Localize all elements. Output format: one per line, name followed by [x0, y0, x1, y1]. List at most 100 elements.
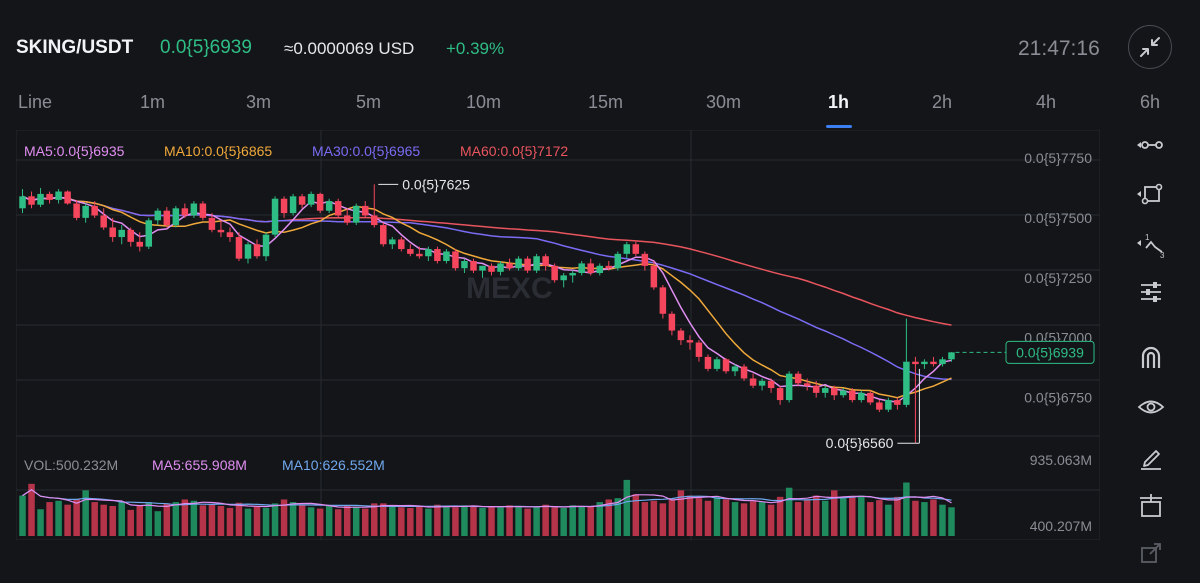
candle-body	[470, 261, 477, 271]
tab-10m[interactable]: 10m	[466, 92, 502, 112]
volume-bar	[488, 506, 495, 536]
candle-body	[912, 361, 919, 365]
indicators-icon	[1141, 282, 1161, 302]
tab-30m[interactable]: 30m	[706, 92, 742, 112]
y-tick-label: 0.0{5}7250	[1024, 270, 1092, 286]
volume-bar	[614, 498, 622, 536]
volume-bar	[578, 505, 585, 536]
volume-bar	[569, 505, 576, 536]
candle-body	[587, 263, 594, 274]
volume-bar	[307, 507, 315, 536]
candle-body	[172, 208, 180, 226]
draw-tool[interactable]	[1136, 441, 1166, 471]
candle-body	[885, 400, 892, 410]
horizontal-line-tool[interactable]	[1136, 130, 1166, 160]
volume-bar	[749, 501, 757, 536]
volume-bar	[812, 495, 820, 536]
candle-body	[244, 244, 252, 259]
candle-body	[551, 265, 558, 281]
volume-bar	[325, 505, 333, 536]
last-price: 0.0{5}6939	[160, 37, 252, 58]
x-tick-label: 07-11 22:00	[654, 537, 728, 540]
volume-bar	[560, 507, 567, 536]
candlestick-chart[interactable]: MEXC 0.0{5}7750 0.0{5}7500 0.0{5}7250 0.0{5}…	[16, 130, 1100, 540]
candle-body	[226, 232, 234, 238]
volume-bar	[425, 508, 432, 536]
visibility-tool[interactable]	[1136, 392, 1166, 422]
ma-legend-3: MA60:0.0{5}7172	[460, 143, 568, 159]
candle-body	[298, 196, 306, 205]
candle-body	[677, 330, 685, 341]
volume-bar	[64, 504, 71, 536]
candle-body	[154, 210, 162, 221]
volume-bar	[533, 506, 540, 536]
template-tool[interactable]	[1136, 490, 1166, 520]
tab-15m[interactable]: 15m	[588, 92, 624, 112]
tab-line[interactable]: Line	[18, 92, 53, 112]
fibonacci-tool[interactable]: 1 3	[1136, 228, 1166, 258]
tab-1m[interactable]: 1m	[140, 92, 166, 112]
volume-bar	[100, 504, 107, 536]
candle-body	[578, 263, 585, 274]
volume-bar	[470, 505, 477, 536]
volume-bar	[398, 507, 405, 536]
tab-1h[interactable]: 1h	[828, 92, 850, 112]
collapse-button[interactable]	[1128, 25, 1172, 69]
candle-body	[443, 251, 450, 262]
candle-body	[19, 196, 26, 209]
candle-body	[605, 265, 613, 269]
indicators-tool[interactable]	[1136, 277, 1166, 307]
candle-body	[325, 201, 333, 211]
volume-bar	[506, 505, 513, 536]
volume-ma10-label: MA10:626.552M	[282, 457, 385, 473]
volume-bar	[903, 482, 910, 536]
candle-body	[46, 193, 53, 200]
volume-bar	[542, 504, 549, 536]
candle-body	[731, 366, 739, 372]
volume-bar	[794, 502, 802, 536]
template-icon	[1140, 494, 1162, 517]
candle-body	[812, 385, 820, 393]
candle-body	[163, 210, 171, 226]
volume-bar	[73, 499, 80, 536]
volume-bar	[849, 496, 856, 536]
horizontal-line-icon	[1137, 141, 1163, 149]
candle-body	[668, 313, 676, 331]
volume-bar	[858, 495, 865, 536]
volume-bar	[479, 507, 486, 536]
trading-pair[interactable]: SKING/USDT	[16, 37, 134, 58]
candle-body	[704, 356, 712, 369]
volume-bar	[939, 504, 946, 536]
chart-border	[16, 130, 1100, 540]
volume-bar	[668, 499, 676, 536]
volume-bar	[885, 504, 892, 536]
rectangle-tool[interactable]	[1136, 179, 1166, 209]
volume-bar	[524, 508, 531, 536]
rectangle-icon	[1137, 183, 1163, 205]
candle-body	[289, 196, 297, 214]
share-tool[interactable]	[1136, 538, 1166, 568]
tab-5m[interactable]: 5m	[356, 92, 382, 112]
tab-3m[interactable]: 3m	[246, 92, 272, 112]
candle-body	[28, 196, 35, 205]
candle-body	[533, 256, 540, 271]
candle-body	[794, 373, 802, 384]
volume-bar	[127, 509, 134, 536]
volume-bar	[740, 503, 748, 536]
volume-bar	[948, 507, 955, 536]
candle-body	[542, 256, 549, 266]
volume-bar	[587, 506, 594, 536]
candle-body	[461, 261, 468, 269]
magnet-tool[interactable]	[1136, 342, 1166, 372]
tab-4h[interactable]: 4h	[1036, 92, 1057, 112]
candle-body	[803, 383, 811, 386]
volume-bar	[289, 502, 297, 536]
volume-bar	[731, 502, 739, 536]
candle-body	[497, 263, 504, 272]
tab-6h[interactable]: 6h	[1140, 92, 1161, 112]
high-price-label: 0.0{5}7625	[402, 176, 470, 192]
candle-body	[64, 191, 71, 204]
tab-2h[interactable]: 2h	[932, 92, 953, 112]
volume-bar	[551, 507, 558, 536]
volume-bar	[641, 502, 649, 536]
